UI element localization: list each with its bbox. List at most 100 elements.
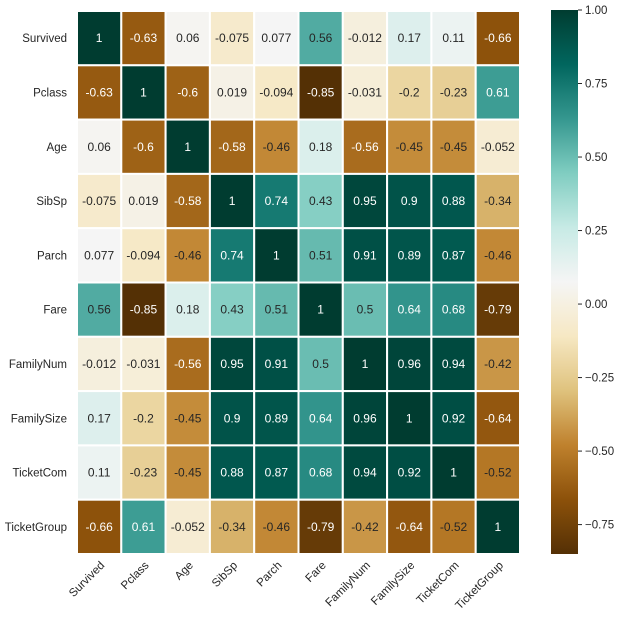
cell-annotation: 0.87 xyxy=(442,248,466,262)
cell-annotation: 0.87 xyxy=(265,466,289,480)
cell-annotation: 0.95 xyxy=(220,357,244,371)
cell-annotation: -0.052 xyxy=(171,520,205,534)
cell-annotation: -0.63 xyxy=(85,85,113,99)
cell-annotation: 0.68 xyxy=(442,303,466,317)
cell-annotation: 1 xyxy=(96,31,103,45)
cell-annotation: 0.019 xyxy=(217,85,247,99)
x-tick-label: FamilySize xyxy=(369,560,417,608)
cell-annotation: 0.9 xyxy=(401,194,418,208)
heatmap-cell-TicketGroup-TicketGroup xyxy=(474,498,522,556)
colorbar: 1.00 0.75 0.50 0.25 0.00 −0.25 −0.50 −0.75 xyxy=(551,5,614,554)
colorbar-tick-label: 0.00 xyxy=(585,299,607,311)
heatmap-cell-Survived-FamilySize xyxy=(386,10,433,67)
cell-annotation: -0.012 xyxy=(82,357,116,371)
x-tick-label: Age xyxy=(173,560,196,583)
heatmap-cell-FamilySize-FamilyNum xyxy=(341,390,389,447)
heatmap-cell-Pclass-FamilyNum xyxy=(341,64,389,121)
cell-annotation: 0.61 xyxy=(132,520,156,534)
cell-annotation: -0.46 xyxy=(263,520,291,534)
heatmap-cell-FamilyNum-FamilySize xyxy=(386,335,433,393)
cell-annotation: 1 xyxy=(229,194,236,208)
cell-annotation: 0.64 xyxy=(398,303,422,317)
cell-annotation: 1 xyxy=(406,411,413,425)
heatmap-cell-TicketCom-TicketGroup xyxy=(474,444,522,501)
colorbar-tick-label: −0.75 xyxy=(585,520,614,532)
cell-annotation: -0.2 xyxy=(133,411,154,425)
cell-annotation: 0.43 xyxy=(220,303,244,317)
heatmap-cell-Fare-Parch xyxy=(253,281,300,338)
cell-annotation: -0.79 xyxy=(307,520,335,534)
y-tick-label: FamilyNum xyxy=(9,359,67,371)
x-axis-tick-labels: Survived Pclass Age SibSp Parch FareFamilyNum… xyxy=(67,559,506,612)
heatmap-cell-TicketCom-Pclass xyxy=(120,444,167,501)
heatmap-cell-TicketGroup-TicketCom xyxy=(430,498,477,556)
heatmap-cell-TicketGroup-SibSp xyxy=(208,498,256,556)
cell-annotation: 0.11 xyxy=(88,466,111,480)
x-tick-label: Fare xyxy=(304,560,329,585)
heatmap-cell-Survived-TicketGroup xyxy=(474,10,522,67)
cell-annotation: 0.077 xyxy=(261,31,291,45)
cell-annotation: -0.58 xyxy=(174,194,202,208)
cell-annotation: -0.85 xyxy=(307,85,335,99)
cell-annotation: 1 xyxy=(495,520,502,534)
cell-annotation: -0.34 xyxy=(484,194,512,208)
cell-annotation: -0.45 xyxy=(174,411,202,425)
y-tick-label: SibSp xyxy=(36,196,67,208)
cell-annotation: -0.66 xyxy=(484,31,512,45)
cell-annotation: 0.43 xyxy=(309,194,333,208)
cell-annotation: 0.5 xyxy=(357,303,374,317)
cell-annotation: -0.79 xyxy=(484,303,512,317)
heatmap-cell-TicketCom-TicketCom xyxy=(430,444,477,501)
cell-annotation: 0.077 xyxy=(84,248,114,262)
cell-annotation: -0.52 xyxy=(440,520,468,534)
cell-annotation: 0.89 xyxy=(265,411,289,425)
y-tick-label: Fare xyxy=(43,305,67,317)
heatmap-cell-Pclass-Pclass xyxy=(120,64,167,121)
y-tick-label: FamilySize xyxy=(11,413,67,425)
heatmap-cell-TicketCom-FamilySize xyxy=(386,444,433,501)
cell-annotation: -0.66 xyxy=(85,520,113,534)
heatmap-cell-TicketCom-Parch xyxy=(253,444,300,501)
cell-annotation: 0.92 xyxy=(442,411,466,425)
cell-annotation: -0.2 xyxy=(399,85,420,99)
cell-annotation: 0.18 xyxy=(309,140,333,154)
cell-annotation: -0.46 xyxy=(484,248,512,262)
cell-annotation: 1 xyxy=(450,466,457,480)
cell-annotation: 0.51 xyxy=(309,248,333,262)
cell-annotation: -0.45 xyxy=(440,140,468,154)
heatmap-cell-FamilyNum-TicketCom xyxy=(430,335,477,393)
heatmap-cell-Survived-Fare xyxy=(297,10,344,67)
heatmap-cell-FamilySize-Parch xyxy=(253,390,300,447)
heatmap-cell-SibSp-Fare xyxy=(297,172,344,230)
heatmap-cell-Fare-SibSp xyxy=(208,281,256,338)
heatmap-cell-FamilyNum-Fare xyxy=(297,335,344,393)
heatmap-cell-TicketGroup-FamilyNum xyxy=(341,498,389,556)
colorbar-tick-label: 0.50 xyxy=(585,152,607,164)
cell-annotation: 1 xyxy=(317,303,324,317)
cell-annotation: 0.92 xyxy=(398,466,422,480)
heatmap-cell-Parch-TicketGroup xyxy=(474,227,522,284)
colorbar-tick-label: 0.25 xyxy=(585,226,607,238)
cell-annotation: 0.019 xyxy=(128,194,158,208)
heatmap-cell-TicketGroup-FamilySize xyxy=(386,498,433,556)
cell-annotation: 0.88 xyxy=(220,466,244,480)
heatmap-cell-Age-Pclass xyxy=(120,118,167,175)
heatmap-cell-FamilySize-TicketCom xyxy=(430,390,477,447)
heatmap-cell-TicketGroup-Pclass xyxy=(120,498,167,556)
y-axis-tick-labels: Survived Pclass Age SibSp Parch Fare FamilyNum… xyxy=(5,33,67,534)
heatmap-cell-Age-TicketCom xyxy=(430,118,477,175)
cell-annotation: 1 xyxy=(140,85,147,99)
colorbar-tick-label: 1.00 xyxy=(585,5,607,17)
x-tick-label: TicketGroup xyxy=(453,560,505,612)
heatmap-cell-FamilySize-FamilySize xyxy=(386,390,433,447)
cell-annotation: -0.42 xyxy=(484,357,512,371)
heatmap-cell-Parch-FamilySize xyxy=(386,227,433,284)
cell-annotation: 0.56 xyxy=(87,303,111,317)
heatmap-cell-TicketCom-Survived xyxy=(76,444,123,501)
cell-annotation: -0.075 xyxy=(82,194,116,208)
cell-annotation: 0.74 xyxy=(265,194,289,208)
cell-annotation: -0.6 xyxy=(177,85,198,99)
colorbar-tick-label: 0.75 xyxy=(585,79,607,91)
x-tick-label: Pclass xyxy=(119,559,152,592)
